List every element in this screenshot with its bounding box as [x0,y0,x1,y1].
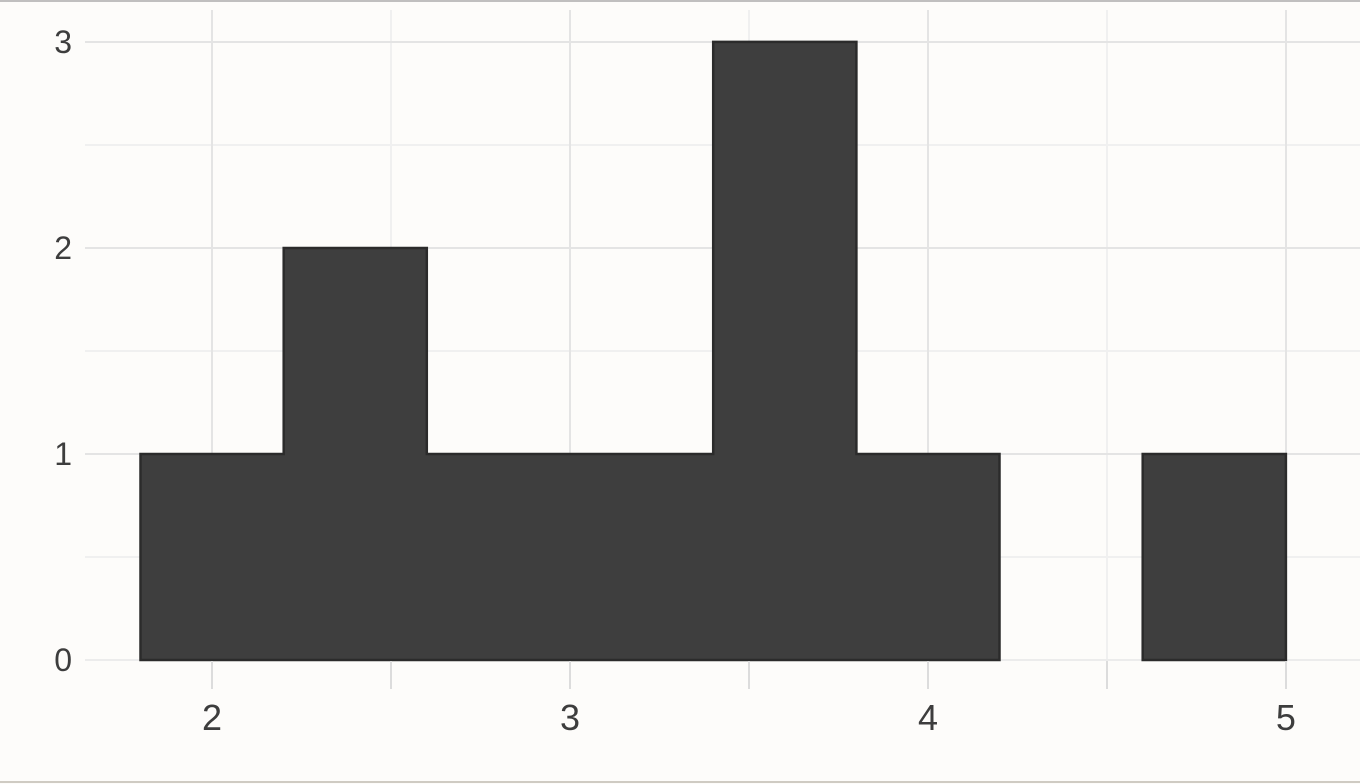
y-axis-tick-label: 0 [54,642,72,678]
gridline-x-minor [1105,10,1108,660]
x-axis-tick [1105,661,1108,689]
gridline-x-major [926,10,929,660]
x-axis-tick [1284,661,1287,689]
x-axis-tick-label: 3 [559,697,581,738]
y-axis-tick-label: 1 [54,435,72,472]
x-axis-tick [926,661,929,689]
histogram-bars [139,40,1288,662]
x-axis-tick-label: 4 [917,697,938,738]
bars-layer [85,10,1360,662]
x-axis-tick [569,661,571,689]
y-axis-tick-label: 2 [54,229,72,266]
x-axis-tick [747,661,750,689]
gridline-x-major [1284,10,1287,660]
gridline-x-major [211,10,214,660]
gridline-x-major [569,10,571,660]
x-axis-tick-label: 5 [1275,697,1296,738]
plot-panel [85,10,1360,662]
bottom-border-artifact [0,781,1360,783]
x-axis-tick-label: 2 [202,697,223,738]
histogram-silhouette [139,40,1288,662]
x-axis-tick [211,661,214,689]
x-axis-tick [390,661,393,689]
y-axis-tick-label: 3 [54,23,72,60]
top-border-artifact [0,0,1360,2]
